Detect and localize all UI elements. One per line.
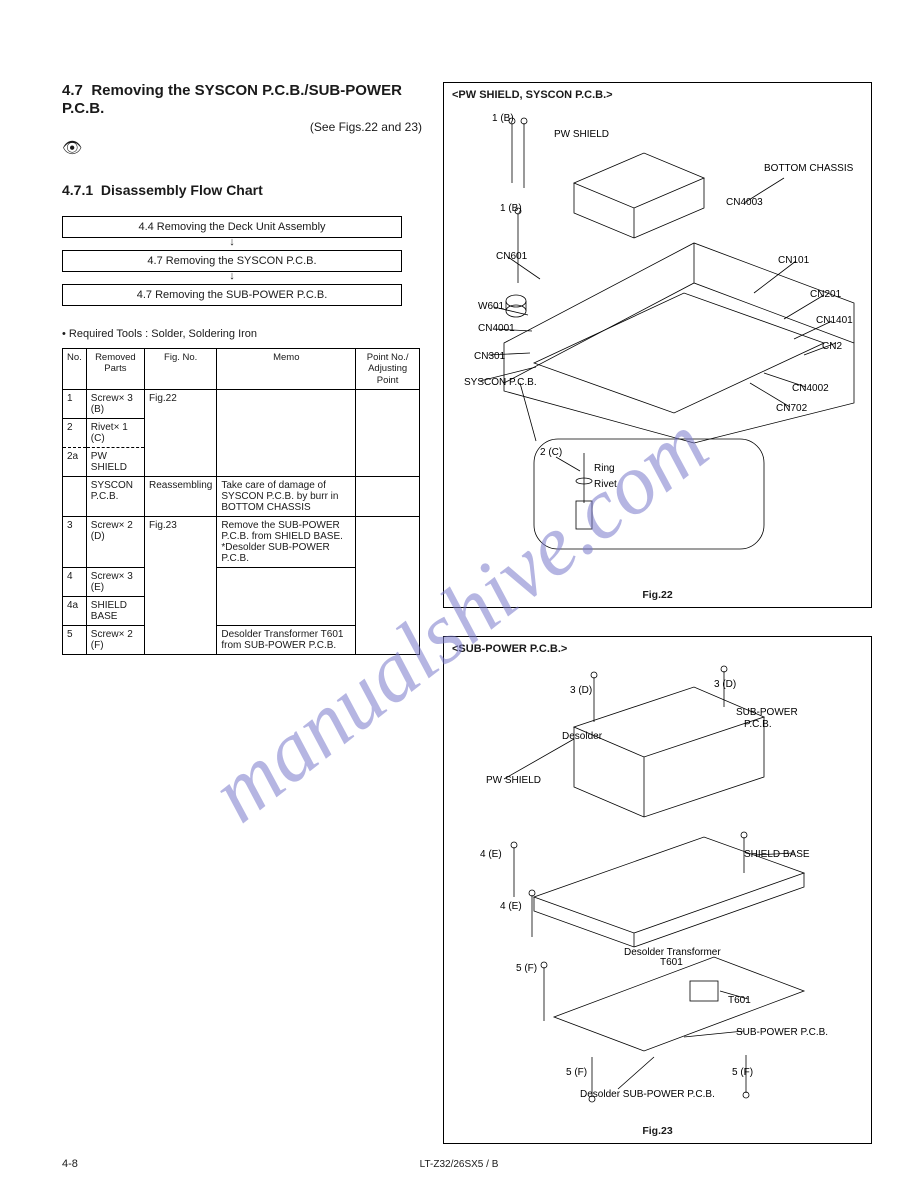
cell-part: Rivet× 1 (C) xyxy=(86,419,144,448)
callout-label: CN301 xyxy=(474,351,505,362)
cell-no: 4 xyxy=(63,568,87,597)
section-number: 4.7 xyxy=(62,82,83,99)
flow-arrow-icon: ↓ xyxy=(62,272,402,284)
callout-label: Desolder SUB-POWER P.C.B. xyxy=(580,1089,715,1100)
callout-label: T601 xyxy=(660,957,683,968)
callout-label: 1 (B) xyxy=(492,113,514,124)
callout-label: CN2 xyxy=(822,341,842,352)
cell-part: Screw× 3 (E) xyxy=(86,568,144,597)
cell-no: 2 xyxy=(63,419,87,448)
cell-memo: Remove the SUB-POWER P.C.B. from SHIELD … xyxy=(217,517,356,568)
section-heading: 4.7 Removing the SYSCON P.C.B./SUB-POWER… xyxy=(62,82,422,118)
tools-label: • Required Tools : Solder, Soldering Iro… xyxy=(62,328,422,340)
cell-part: Screw× 2 (F) xyxy=(86,626,144,655)
callout-label: W601 xyxy=(478,301,504,312)
cell-no: 3 xyxy=(63,517,87,568)
cell-memo xyxy=(217,568,356,626)
figure-22-caption: Fig.22 xyxy=(444,589,871,601)
th-fig: Fig. No. xyxy=(145,349,217,390)
cell-part: SYSCON P.C.B. xyxy=(86,477,144,517)
th-point: Point No./ Adjusting Point xyxy=(356,349,420,390)
callout-label: 2 (C) xyxy=(540,447,562,458)
callout-label: 1 (B) xyxy=(500,203,522,214)
cell-part: PW SHIELD xyxy=(86,448,144,477)
cell-part: Screw× 2 (D) xyxy=(86,517,144,568)
th-part: Removed Parts xyxy=(86,349,144,390)
flow-step-1: 4.7 Removing the SYSCON P.C.B. xyxy=(62,250,402,272)
callout-label: P.C.B. xyxy=(744,719,772,730)
subsection-heading: 4.7.1 Disassembly Flow Chart xyxy=(62,182,422,198)
table-row: 3 Screw× 2 (D) Fig.23 Remove the SUB-POW… xyxy=(63,517,420,568)
cell-fig: Fig.23 xyxy=(145,517,217,655)
callout-label: CN4003 xyxy=(726,197,763,208)
cell-fig: Reassembling xyxy=(145,477,217,517)
figure-22-svg xyxy=(444,83,871,607)
callout-label: 5 (F) xyxy=(566,1067,587,1078)
flow-step-0: 4.4 Removing the Deck Unit Assembly xyxy=(62,216,402,238)
callout-label: CN201 xyxy=(810,289,841,300)
procedure-table: No. Removed Parts Fig. No. Memo Point No… xyxy=(62,348,420,655)
callout-label: 3 (D) xyxy=(714,679,736,690)
figure-23-caption: Fig.23 xyxy=(444,1125,871,1137)
callout-label: 5 (F) xyxy=(516,963,537,974)
cell-no: 1 xyxy=(63,390,87,419)
callout-label: T601 xyxy=(728,995,751,1006)
cell-fig: Fig.22 xyxy=(145,390,217,477)
callout-label: SHIELD BASE xyxy=(744,849,810,860)
cell-memo xyxy=(217,390,356,477)
callout-label: CN1401 xyxy=(816,315,853,326)
callout-label: CN4001 xyxy=(478,323,515,334)
callout-label: BOTTOM CHASSIS xyxy=(764,163,853,174)
th-no: No. xyxy=(63,349,87,390)
callout-label: CN4002 xyxy=(792,383,829,394)
left-column: 4.7 Removing the SYSCON P.C.B./SUB-POWER… xyxy=(62,82,422,655)
cell-memo: Desolder Transformer T601 from SUB-POWER… xyxy=(217,626,356,655)
table-header-row: No. Removed Parts Fig. No. Memo Point No… xyxy=(63,349,420,390)
callout-label: SUB-POWER xyxy=(736,707,798,718)
subsection-title: Disassembly Flow Chart xyxy=(101,182,263,198)
flow-arrow-icon: ↓ xyxy=(62,238,402,250)
callout-label: Rivet xyxy=(594,479,617,490)
cell-memo: Take care of damage of SYSCON P.C.B. by … xyxy=(217,477,356,517)
callout-label: 4 (E) xyxy=(500,901,522,912)
cell-no: 5 xyxy=(63,626,87,655)
callout-label: CN101 xyxy=(778,255,809,266)
callout-label: SUB-POWER P.C.B. xyxy=(736,1027,828,1038)
table-row: 1 Screw× 3 (B) Fig.22 xyxy=(63,390,420,419)
flow-chart: 4.4 Removing the Deck Unit Assembly ↓ 4.… xyxy=(62,216,402,306)
cell-point xyxy=(356,517,420,655)
figure-22-box: <PW SHIELD, SYSCON P.C.B.> xyxy=(443,82,872,608)
footer-model: LT-Z32/26SX5 / B xyxy=(0,1159,918,1170)
callout-label: Ring xyxy=(594,463,615,474)
callout-label: 5 (F) xyxy=(732,1067,753,1078)
cell-no: 4a xyxy=(63,597,87,626)
section-title: Removing the SYSCON P.C.B./SUB-POWER P.C… xyxy=(62,82,402,117)
eye-icon: 👁 xyxy=(62,138,422,158)
callout-label: CN702 xyxy=(776,403,807,414)
flow-step-2: 4.7 Removing the SUB-POWER P.C.B. xyxy=(62,284,402,306)
callout-label: PW SHIELD xyxy=(486,775,541,786)
table-row: SYSCON P.C.B. Reassembling Take care of … xyxy=(63,477,420,517)
subsection-number: 4.7.1 xyxy=(62,182,93,198)
figure-23-box: <SUB-POWER P.C.B.> xyxy=(443,636,872,1144)
callout-label: 4 (E) xyxy=(480,849,502,860)
callout-label: Desolder xyxy=(562,731,602,742)
cell-no: 2a xyxy=(63,448,87,477)
cell-point xyxy=(356,390,420,477)
figure-23-svg xyxy=(444,637,871,1143)
cell-part: SHIELD BASE xyxy=(86,597,144,626)
th-memo: Memo xyxy=(217,349,356,390)
callout-label: PW SHIELD xyxy=(554,129,609,140)
page: manualshive.com 4.7 Removing the SYSCON … xyxy=(0,0,918,1188)
callout-label: 3 (D) xyxy=(570,685,592,696)
section-ref: (See Figs.22 and 23) xyxy=(62,120,422,134)
cell-part: Screw× 3 (B) xyxy=(86,390,144,419)
callout-label: CN601 xyxy=(496,251,527,262)
cell-point xyxy=(356,477,420,517)
cell-no xyxy=(63,477,87,517)
callout-label: SYSCON P.C.B. xyxy=(464,377,537,388)
